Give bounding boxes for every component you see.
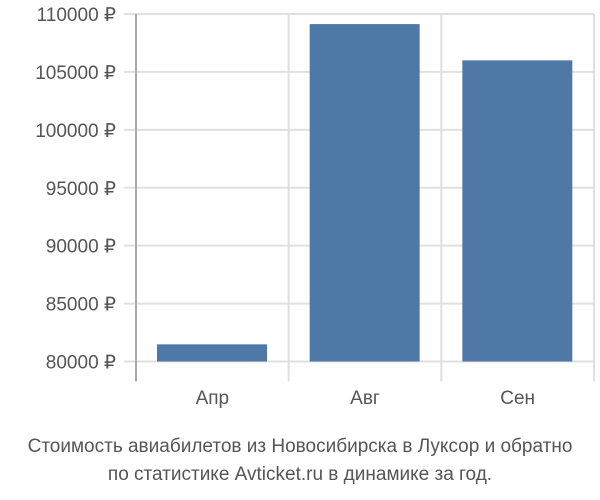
y-tick-label: 80000 ₽ bbox=[46, 353, 116, 374]
y-tick-label: 110000 ₽ bbox=[37, 5, 116, 26]
caption-line-1: Стоимость авиабилетов из Новосибирска в … bbox=[27, 436, 573, 457]
y-tick-label: 85000 ₽ bbox=[46, 295, 116, 316]
bar-Апр bbox=[157, 344, 267, 362]
y-tick-label: 90000 ₽ bbox=[46, 237, 116, 258]
x-tick-label: Апр bbox=[196, 388, 230, 409]
y-tick-label: 105000 ₽ bbox=[35, 63, 116, 84]
bar-Авг bbox=[309, 24, 420, 362]
bar-chart: 80000 ₽ 85000 ₽ 90000 ₽ 95000 ₽ 100000 ₽ 1050… bbox=[35, 5, 595, 409]
y-tick-label: 100000 ₽ bbox=[35, 121, 116, 142]
bar-Сен bbox=[462, 60, 573, 362]
y-tick-label: 95000 ₽ bbox=[46, 179, 116, 200]
x-tick-label: Авг bbox=[350, 388, 380, 409]
caption-line-2: по статистике Avticket.ru в динамике за … bbox=[107, 464, 493, 485]
x-tick-label: Сен bbox=[500, 388, 535, 409]
